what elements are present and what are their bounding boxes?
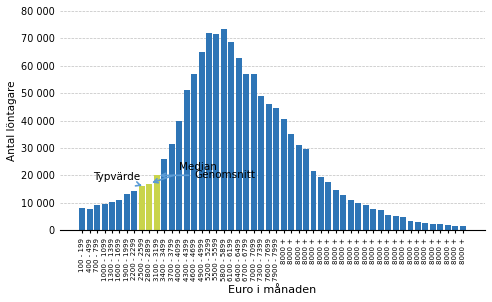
Bar <box>266 104 272 230</box>
Bar <box>214 34 219 230</box>
Bar <box>430 224 436 230</box>
Bar <box>452 226 458 230</box>
Bar <box>236 58 242 230</box>
Bar <box>348 200 354 230</box>
Bar <box>139 186 145 230</box>
Bar <box>378 210 384 230</box>
Bar <box>460 226 466 230</box>
Bar <box>437 224 443 230</box>
Bar <box>176 120 182 230</box>
Bar <box>154 175 160 230</box>
Bar <box>407 221 413 230</box>
Bar <box>109 202 115 230</box>
Bar <box>206 33 212 230</box>
Bar <box>296 145 302 230</box>
Bar <box>273 108 279 230</box>
Bar <box>258 96 264 230</box>
Bar <box>288 134 294 230</box>
Bar <box>400 217 406 230</box>
X-axis label: Euro i månaden: Euro i månaden <box>228 285 316 295</box>
Bar <box>131 191 137 230</box>
Bar <box>303 149 309 230</box>
Bar <box>445 225 451 230</box>
Text: Typvärde: Typvärde <box>93 172 141 186</box>
Bar <box>244 74 249 230</box>
Bar <box>415 222 421 230</box>
Text: Median: Median <box>154 162 217 183</box>
Bar <box>363 205 369 230</box>
Bar <box>146 184 153 230</box>
Bar <box>87 209 92 230</box>
Bar <box>79 208 85 230</box>
Bar <box>370 209 376 230</box>
Bar <box>184 90 189 230</box>
Bar <box>423 223 429 230</box>
Bar <box>124 194 130 230</box>
Bar <box>333 190 339 230</box>
Bar <box>94 205 100 230</box>
Bar <box>393 216 399 230</box>
Bar <box>355 203 361 230</box>
Bar <box>169 144 175 230</box>
Bar <box>310 171 316 230</box>
Bar <box>325 182 332 230</box>
Bar <box>161 159 167 230</box>
Bar <box>221 29 227 230</box>
Bar <box>280 119 287 230</box>
Bar <box>117 200 123 230</box>
Bar <box>191 74 197 230</box>
Y-axis label: Antal löntagare: Antal löntagare <box>7 80 17 161</box>
Bar <box>251 74 257 230</box>
Text: Genomsnitt: Genomsnitt <box>161 170 255 180</box>
Bar <box>385 215 391 230</box>
Bar <box>228 43 234 230</box>
Bar <box>340 195 346 230</box>
Bar <box>199 52 205 230</box>
Bar <box>101 204 108 230</box>
Bar <box>318 177 324 230</box>
